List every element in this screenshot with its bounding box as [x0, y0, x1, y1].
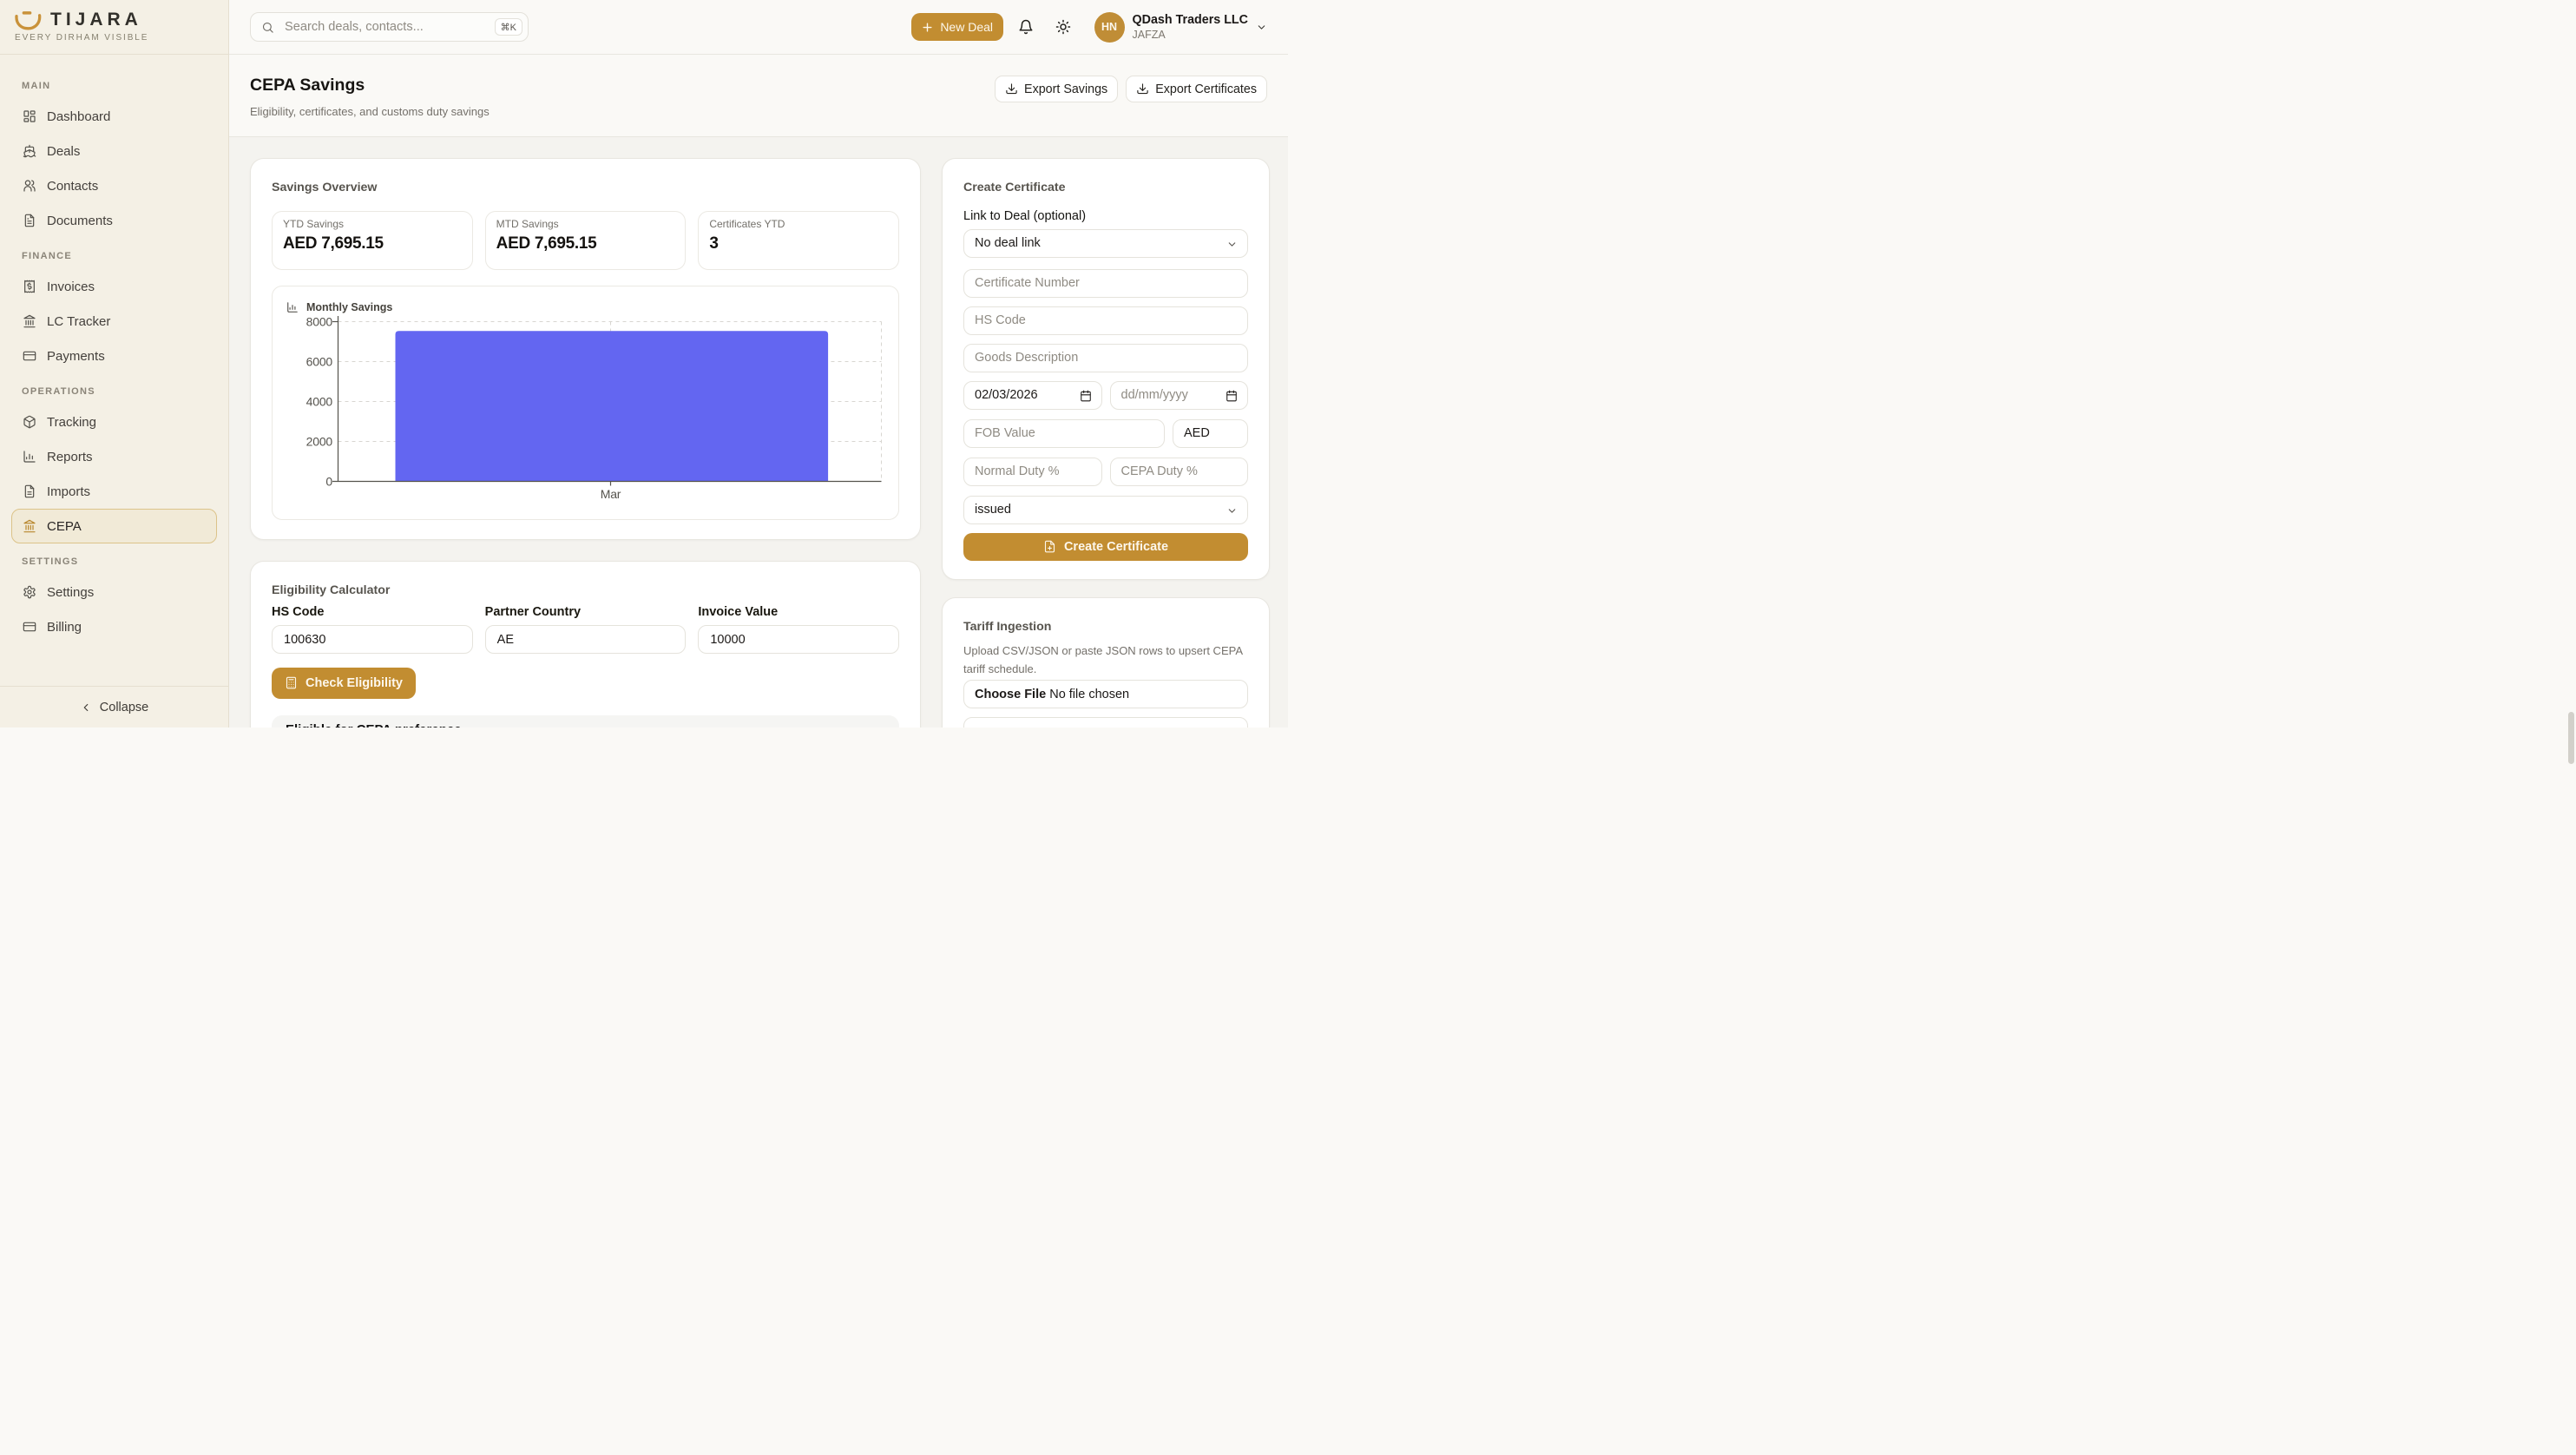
svg-text:2000: 2000 [306, 434, 333, 448]
svg-text:8000: 8000 [306, 314, 333, 328]
svg-text:4000: 4000 [306, 394, 333, 408]
svg-text:0: 0 [325, 474, 332, 488]
svg-text:6000: 6000 [306, 354, 333, 368]
svg-text:Mar: Mar [601, 487, 621, 501]
